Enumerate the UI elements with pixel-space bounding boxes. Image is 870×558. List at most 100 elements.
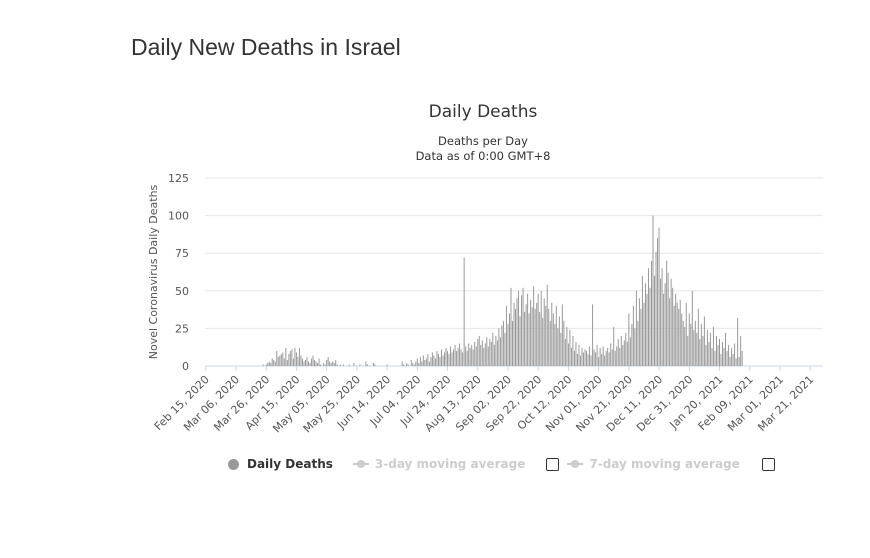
- bar[interactable]: [289, 350, 291, 366]
- bar[interactable]: [604, 355, 606, 366]
- bar[interactable]: [323, 362, 325, 366]
- bar[interactable]: [678, 308, 680, 366]
- bar[interactable]: [620, 335, 622, 366]
- bar[interactable]: [663, 293, 665, 366]
- bar[interactable]: [570, 347, 572, 366]
- bar[interactable]: [511, 320, 513, 366]
- bar[interactable]: [652, 215, 654, 366]
- bar[interactable]: [614, 350, 616, 366]
- bar[interactable]: [717, 344, 719, 366]
- bar[interactable]: [728, 344, 730, 366]
- bar[interactable]: [301, 358, 303, 366]
- bar[interactable]: [454, 344, 456, 366]
- bar[interactable]: [622, 344, 624, 366]
- bar[interactable]: [560, 332, 562, 366]
- bar[interactable]: [575, 341, 577, 366]
- bar[interactable]: [708, 341, 710, 366]
- bar[interactable]: [714, 350, 716, 366]
- bar[interactable]: [271, 358, 273, 366]
- bar[interactable]: [333, 362, 335, 366]
- bar[interactable]: [572, 335, 574, 366]
- bar[interactable]: [279, 355, 281, 366]
- bar[interactable]: [481, 340, 483, 366]
- bar[interactable]: [546, 284, 548, 366]
- bar[interactable]: [267, 362, 269, 366]
- bar[interactable]: [298, 347, 300, 366]
- bar[interactable]: [348, 364, 350, 367]
- bar[interactable]: [277, 356, 279, 366]
- bar[interactable]: [722, 341, 724, 366]
- bar[interactable]: [270, 362, 272, 366]
- bar[interactable]: [545, 305, 547, 366]
- bar[interactable]: [460, 349, 462, 366]
- bar[interactable]: [551, 302, 553, 366]
- bar[interactable]: [589, 346, 591, 366]
- bar[interactable]: [548, 308, 550, 366]
- bar[interactable]: [480, 344, 482, 366]
- bar[interactable]: [720, 353, 722, 366]
- bar[interactable]: [723, 347, 725, 366]
- bar[interactable]: [274, 361, 276, 366]
- bar[interactable]: [638, 298, 640, 366]
- bar[interactable]: [539, 311, 541, 366]
- bar[interactable]: [410, 359, 412, 366]
- bar[interactable]: [492, 332, 494, 366]
- bar[interactable]: [456, 350, 458, 366]
- bar[interactable]: [554, 323, 556, 366]
- bar[interactable]: [502, 320, 504, 366]
- bar[interactable]: [592, 304, 594, 366]
- bar[interactable]: [386, 364, 388, 367]
- bar[interactable]: [691, 290, 693, 366]
- bar[interactable]: [693, 329, 695, 366]
- bar[interactable]: [443, 352, 445, 366]
- bar[interactable]: [626, 341, 628, 366]
- bar[interactable]: [339, 364, 341, 367]
- bar[interactable]: [528, 313, 530, 366]
- bar[interactable]: [314, 359, 316, 366]
- bar[interactable]: [587, 353, 589, 366]
- bar[interactable]: [530, 299, 532, 366]
- bar[interactable]: [415, 361, 417, 366]
- bar[interactable]: [262, 364, 264, 367]
- bar[interactable]: [466, 350, 468, 366]
- bar[interactable]: [428, 361, 430, 366]
- bar[interactable]: [672, 287, 674, 366]
- bar[interactable]: [515, 308, 517, 366]
- bar[interactable]: [309, 362, 311, 366]
- bar[interactable]: [596, 344, 598, 366]
- bar[interactable]: [702, 335, 704, 366]
- bar[interactable]: [647, 268, 649, 366]
- bar[interactable]: [486, 337, 488, 366]
- bar[interactable]: [675, 293, 677, 366]
- bar[interactable]: [625, 332, 627, 366]
- bar[interactable]: [715, 335, 717, 366]
- bar[interactable]: [268, 361, 270, 366]
- bar[interactable]: [655, 251, 657, 366]
- bar[interactable]: [308, 361, 309, 366]
- bar[interactable]: [558, 316, 560, 366]
- bar[interactable]: [315, 361, 317, 366]
- bar[interactable]: [463, 257, 465, 366]
- bar[interactable]: [303, 361, 305, 366]
- bar[interactable]: [740, 335, 742, 366]
- bar[interactable]: [510, 287, 512, 366]
- bar[interactable]: [611, 349, 613, 366]
- bar[interactable]: [304, 359, 306, 366]
- bar[interactable]: [468, 343, 470, 366]
- bar[interactable]: [595, 352, 597, 366]
- bar[interactable]: [637, 320, 639, 366]
- bar[interactable]: [487, 346, 489, 366]
- bar[interactable]: [318, 358, 320, 366]
- bar[interactable]: [501, 325, 503, 366]
- bar[interactable]: [439, 356, 441, 366]
- bar[interactable]: [312, 355, 314, 366]
- bar[interactable]: [579, 355, 581, 366]
- bar[interactable]: [516, 298, 518, 366]
- bar[interactable]: [453, 349, 455, 366]
- bar[interactable]: [690, 323, 692, 366]
- bar[interactable]: [519, 316, 521, 366]
- bar[interactable]: [433, 355, 435, 366]
- bar[interactable]: [434, 358, 436, 366]
- bar[interactable]: [472, 349, 474, 366]
- bar[interactable]: [336, 364, 338, 367]
